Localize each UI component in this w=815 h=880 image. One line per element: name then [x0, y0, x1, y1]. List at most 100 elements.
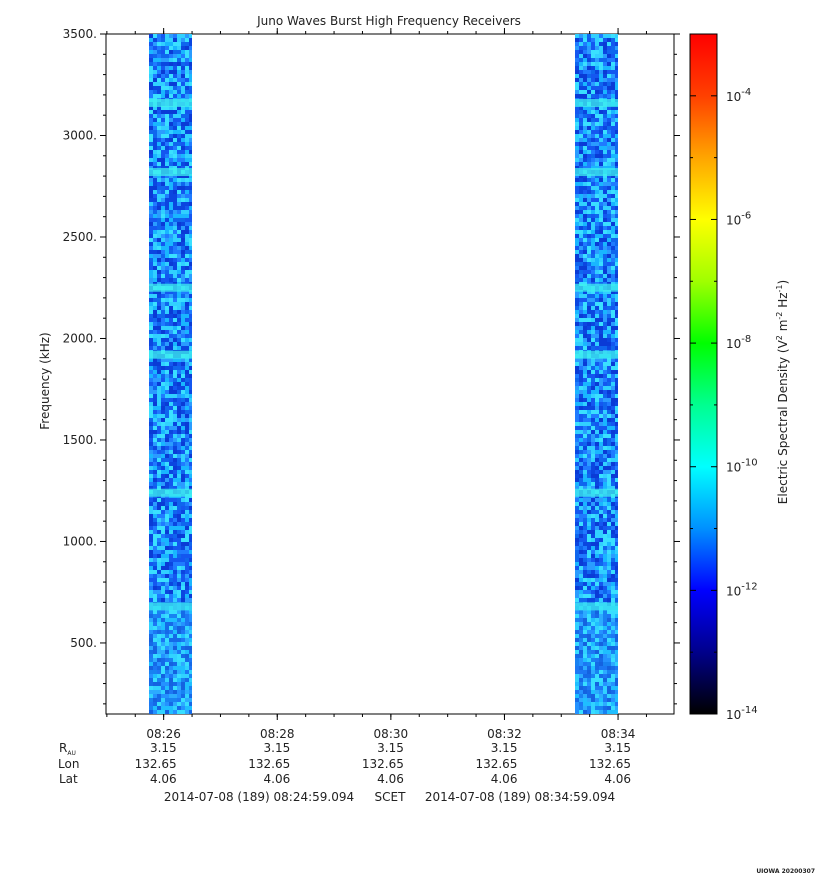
data-cell [599, 178, 603, 182]
data-cell [607, 594, 611, 598]
data-cell [607, 590, 611, 594]
data-cell [587, 46, 591, 50]
data-cell [181, 114, 185, 118]
data-cell [603, 506, 607, 510]
data-cell [157, 654, 161, 658]
data-cell [615, 346, 618, 350]
data-cell [603, 402, 607, 406]
data-cell [149, 86, 153, 90]
data-cell [575, 82, 579, 86]
data-cell [587, 670, 591, 674]
data-cell [149, 202, 153, 206]
ephemeris-rau-value: 3.15 [377, 741, 404, 755]
data-cell [595, 130, 599, 134]
data-cell [173, 678, 177, 682]
data-cell [615, 418, 618, 422]
data-cell [189, 106, 192, 110]
data-cell [185, 478, 189, 482]
data-cell [177, 702, 181, 706]
data-cell [177, 438, 181, 442]
data-cell [153, 382, 157, 386]
data-cell [149, 126, 153, 130]
data-cell [189, 394, 192, 398]
data-cell [165, 38, 169, 42]
data-cell [611, 686, 615, 690]
data-cell [591, 154, 595, 158]
data-cell [591, 466, 595, 470]
data-cell [615, 514, 618, 518]
data-cell [177, 618, 181, 622]
data-cell [153, 238, 157, 242]
data-cell [607, 94, 611, 98]
data-cell [165, 638, 169, 642]
data-cell [575, 62, 579, 66]
data-cell [161, 554, 165, 558]
data-cell [607, 318, 611, 322]
data-cell [173, 222, 177, 226]
data-cell [579, 670, 583, 674]
data-cell [611, 202, 615, 206]
data-cell [169, 702, 173, 706]
data-cell [591, 674, 595, 678]
data-cell [603, 514, 607, 518]
data-cell [157, 614, 161, 618]
data-cell [153, 478, 157, 482]
data-cell [157, 94, 161, 98]
data-cell [615, 298, 618, 302]
data-cell [611, 518, 615, 522]
data-cell [161, 374, 165, 378]
data-cell [583, 646, 587, 650]
data-cell [173, 462, 177, 466]
data-cell [185, 634, 189, 638]
data-cell [607, 422, 611, 426]
data-cell [177, 42, 181, 46]
data-cell [579, 646, 583, 650]
data-cell [153, 486, 157, 490]
data-cell [603, 302, 607, 306]
data-cell [591, 566, 595, 570]
data-cell [157, 266, 161, 270]
data-cell [575, 138, 579, 142]
data-cell [603, 474, 607, 478]
data-cell [185, 206, 189, 210]
data-cell [583, 194, 587, 198]
data-cell [607, 654, 611, 658]
data-cell [169, 262, 173, 266]
data-cell [599, 410, 603, 414]
data-cell [173, 590, 177, 594]
data-cell [587, 358, 591, 362]
data-cell [185, 46, 189, 50]
data-cell [603, 394, 607, 398]
bright-band [575, 283, 618, 292]
data-cell [575, 314, 579, 318]
data-cell [181, 242, 185, 246]
data-cell [611, 250, 615, 254]
data-cell [181, 570, 185, 574]
data-cell [177, 682, 181, 686]
data-cell [599, 686, 603, 690]
data-cell [157, 478, 161, 482]
data-cell [169, 386, 173, 390]
data-cell [181, 118, 185, 122]
data-cell [579, 666, 583, 670]
data-cell [189, 254, 192, 258]
data-cell [161, 650, 165, 654]
data-cell [583, 386, 587, 390]
data-cell [189, 318, 192, 322]
data-cell [185, 590, 189, 594]
data-cell [615, 678, 618, 682]
data-cell [583, 126, 587, 130]
data-cell [607, 246, 611, 250]
data-cell [599, 94, 603, 98]
data-cell [599, 230, 603, 234]
data-cell [599, 42, 603, 46]
data-cell [599, 506, 603, 510]
data-cell [599, 234, 603, 238]
data-cell [169, 450, 173, 454]
data-cell [161, 534, 165, 538]
data-cell [599, 318, 603, 322]
data-cell [189, 546, 192, 550]
data-cell [149, 254, 153, 258]
data-cell [189, 530, 192, 534]
data-cell [161, 594, 165, 598]
